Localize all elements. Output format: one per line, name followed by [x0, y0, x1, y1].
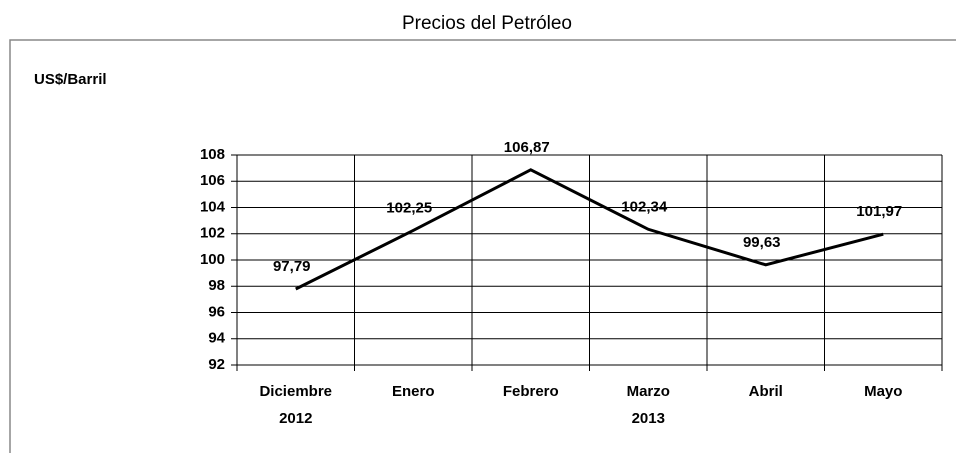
y-tick-label: 106 — [200, 172, 225, 189]
x-group-label: 2012 — [279, 410, 312, 427]
x-tick-label: Febrero — [503, 383, 559, 400]
data-label: 97,79 — [273, 258, 311, 275]
data-label: 102,34 — [621, 198, 668, 215]
y-tick-label: 96 — [208, 303, 225, 320]
y-tick-label: 104 — [200, 198, 226, 215]
chart-title: Precios del Petróleo — [402, 13, 572, 34]
data-label: 99,63 — [743, 234, 781, 251]
x-tick-label: Enero — [392, 383, 435, 400]
y-axis-label: US$/Barril — [34, 71, 107, 88]
x-tick-label: Abril — [749, 383, 783, 400]
data-label: 101,97 — [856, 203, 902, 220]
x-tick-label: Diciembre — [259, 383, 332, 400]
y-tick-label: 100 — [200, 251, 225, 268]
x-group-label: 2013 — [632, 410, 665, 427]
frame — [9, 39, 956, 453]
data-label: 106,87 — [504, 139, 550, 156]
y-tick-label: 92 — [208, 356, 225, 373]
x-tick-label: Mayo — [864, 383, 902, 400]
y-tick-label: 102 — [200, 225, 225, 242]
line — [295, 168, 884, 291]
y-tick-label: 98 — [208, 277, 225, 294]
x-tick-label: Marzo — [627, 383, 670, 400]
data-label: 102,25 — [386, 199, 432, 216]
y-tick-label: 94 — [208, 330, 225, 347]
y-tick-label: 108 — [200, 146, 225, 163]
